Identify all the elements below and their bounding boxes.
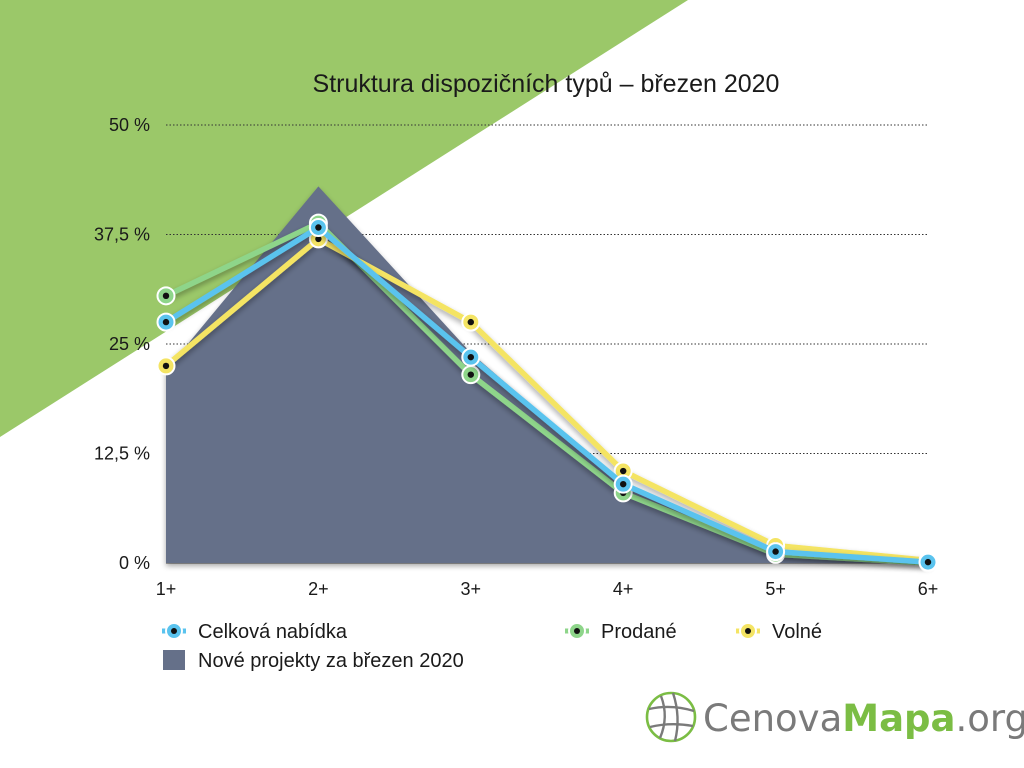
data-point-center xyxy=(162,292,170,300)
series-line xyxy=(163,236,931,564)
data-point-center xyxy=(620,480,627,488)
data-point-center xyxy=(772,548,779,555)
cenovamapa-logo: CenovaMapa.org xyxy=(645,691,1024,743)
data-point-center xyxy=(467,318,474,326)
legend-item: Volné xyxy=(736,621,822,643)
x-axis-ticks: 1+ 2+ 3+ 4+ 5+ 6+ xyxy=(156,579,939,599)
legend-swatch-center xyxy=(574,628,580,634)
y-tick-label: 12,5 % xyxy=(94,444,150,464)
area-nove-projekty xyxy=(166,186,928,563)
data-point-center xyxy=(620,467,627,475)
area-layer xyxy=(166,186,928,563)
data-point-center xyxy=(467,371,474,378)
chart-title: Struktura dispozičních typů – březen 202… xyxy=(313,70,780,98)
x-tick-label: 2+ xyxy=(308,579,329,599)
legend-label: Celková nabídka xyxy=(198,621,348,643)
data-point-center xyxy=(467,353,474,361)
series-layer xyxy=(156,213,938,573)
legend-label: Prodané xyxy=(601,621,677,643)
x-tick-label: 4+ xyxy=(613,579,634,599)
legend: Celková nabídka Prodané Volné Nové projekty… xyxy=(162,621,822,672)
logo-text-part1: Cenova xyxy=(703,697,842,740)
series-line xyxy=(163,224,931,565)
legend-item: Prodané xyxy=(565,621,677,643)
y-axis-ticks: 0 % 12,5 % 25 % 37,5 % 50 % xyxy=(94,115,150,573)
data-point-center xyxy=(162,362,170,370)
series-celkov-nab-dka xyxy=(156,217,938,572)
y-tick-label: 25 % xyxy=(109,334,150,354)
x-tick-label: 5+ xyxy=(765,579,786,599)
legend-label: Volné xyxy=(772,621,822,643)
data-point-center xyxy=(315,235,322,243)
y-tick-label: 0 % xyxy=(119,553,150,573)
y-tick-label: 50 % xyxy=(109,115,150,135)
legend-item: Nové projekty za březen 2020 xyxy=(163,650,464,672)
legend-item: Celková nabídka xyxy=(162,621,348,643)
x-tick-label: 6+ xyxy=(918,579,939,599)
legend-swatch-center xyxy=(171,628,177,634)
logo-text: CenovaMapa.org xyxy=(703,697,1024,740)
x-tick-label: 1+ xyxy=(156,579,177,599)
data-point-center xyxy=(924,558,932,566)
data-point-center xyxy=(162,318,170,326)
y-tick-label: 37,5 % xyxy=(94,225,150,245)
legend-swatch-center xyxy=(745,628,751,634)
legend-swatch-area xyxy=(163,650,185,670)
logo-text-part3: .org xyxy=(956,697,1024,740)
logo-text-part2: Mapa xyxy=(842,697,955,740)
legend-label: Nové projekty za březen 2020 xyxy=(198,650,464,672)
x-tick-label: 3+ xyxy=(461,579,482,599)
globe-icon xyxy=(645,691,697,743)
data-point-center xyxy=(315,224,322,231)
